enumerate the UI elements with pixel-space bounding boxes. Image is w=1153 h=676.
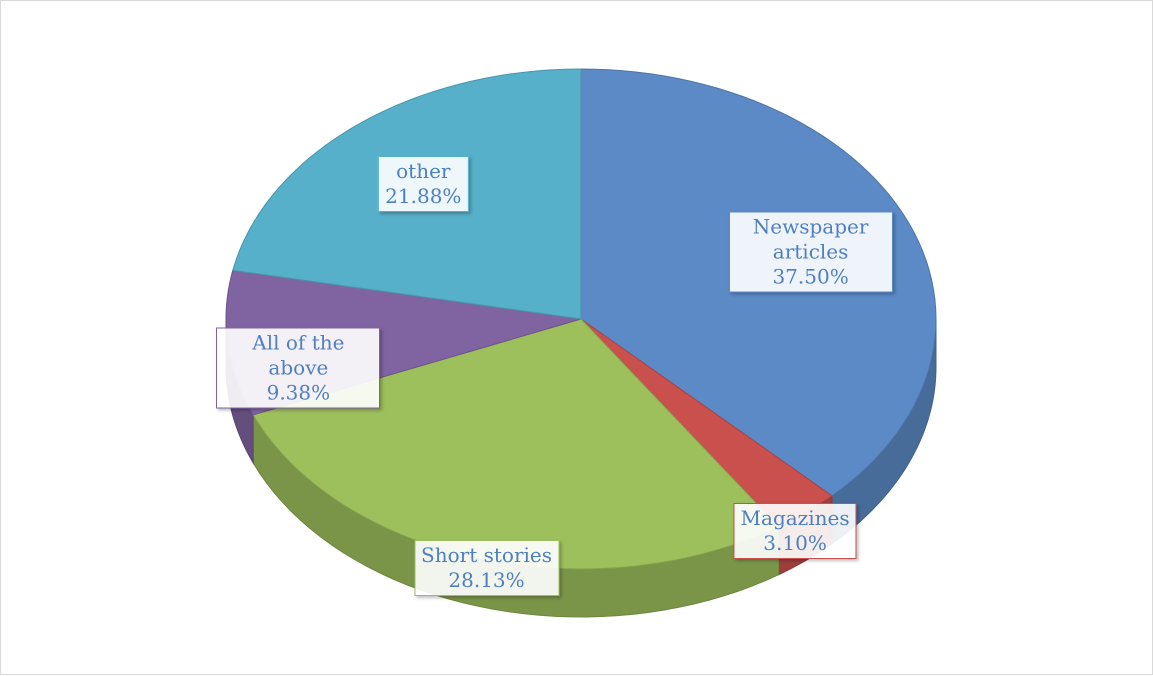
label-category: All of the above <box>252 330 345 380</box>
label-value: 28.13% <box>448 567 525 592</box>
data-label: other 21.88% <box>378 155 469 212</box>
data-label: Short stories 28.13% <box>414 539 560 596</box>
label-value: 37.50% <box>772 264 849 289</box>
label-category: Magazines <box>740 506 850 531</box>
data-label: Magazines 3.10% <box>733 503 857 560</box>
label-category: Short stories <box>421 542 553 567</box>
label-category: Newspaper articles <box>752 214 869 264</box>
label-value: 9.38% <box>266 380 331 405</box>
label-category: other <box>396 158 451 183</box>
data-label: All of the above 9.38% <box>216 327 381 409</box>
data-label: Newspaper articles 37.50% <box>728 211 893 293</box>
slice-tops <box>225 68 937 570</box>
label-value: 21.88% <box>385 183 462 208</box>
label-value: 3.10% <box>763 531 827 556</box>
